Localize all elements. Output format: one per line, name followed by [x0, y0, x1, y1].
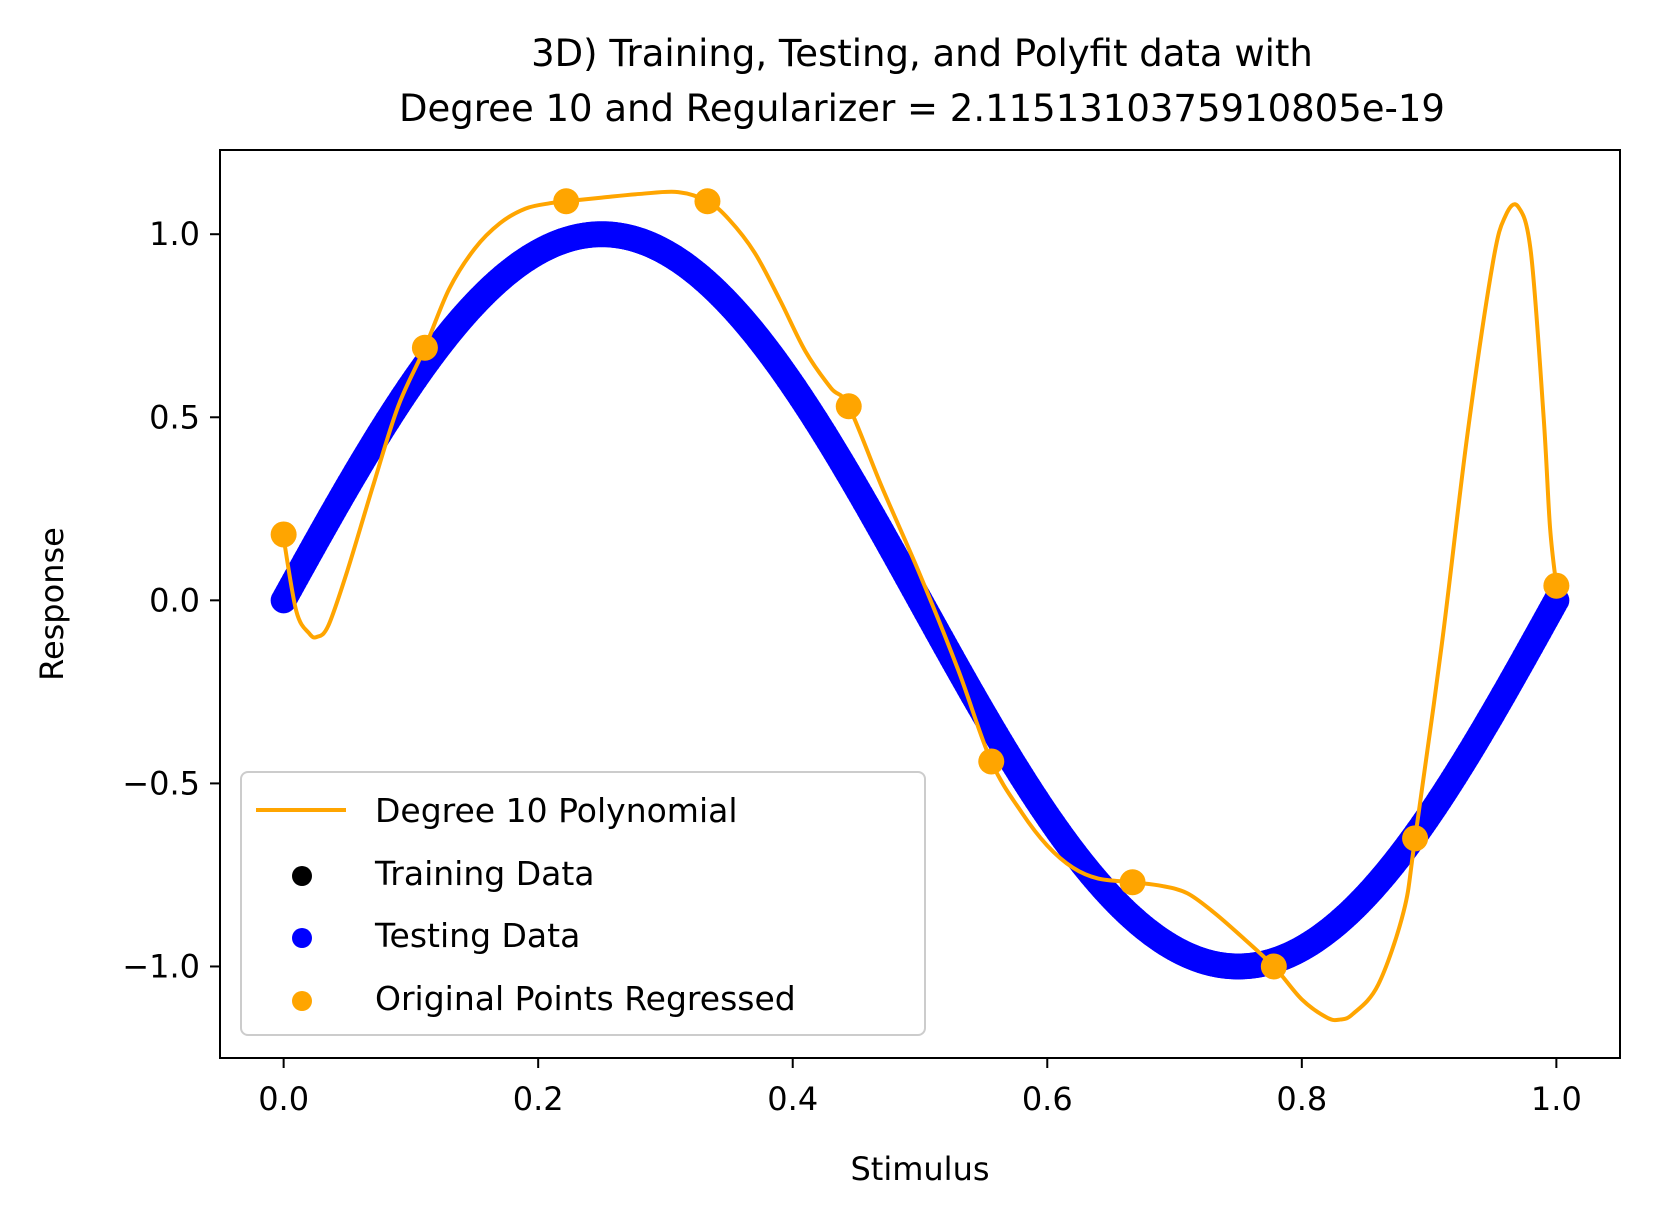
legend-original-marker — [292, 991, 312, 1011]
original-point — [1119, 869, 1146, 896]
x-tick-label: 0.0 — [258, 1080, 309, 1118]
legend-training-marker — [292, 866, 312, 886]
chart-title-line2: Degree 10 and Regularizer = 2.1151310375… — [399, 87, 1445, 130]
legend-label-testing: Testing Data — [374, 916, 580, 955]
legend-testing-marker — [292, 928, 312, 948]
legend-label-training: Training Data — [374, 854, 595, 893]
polynomial-line — [281, 189, 1559, 1023]
original-point — [835, 393, 862, 420]
x-axis: 0.0 0.2 0.4 0.6 0.8 1.0 — [258, 1058, 1582, 1118]
legend: Degree 10 Polynomial Training Data Testi… — [240, 771, 926, 1036]
legend-label-polynomial: Degree 10 Polynomial — [375, 791, 738, 830]
x-axis-label: Stimulus — [850, 1150, 989, 1188]
original-points-series — [270, 188, 1570, 980]
original-point — [270, 521, 297, 548]
y-tick-label: 1.0 — [149, 215, 200, 253]
plot-area — [270, 188, 1570, 1023]
legend-box — [240, 771, 926, 1036]
original-point — [411, 334, 438, 361]
legend-label-original: Original Points Regressed — [375, 979, 796, 1018]
original-point — [1402, 825, 1429, 852]
y-tick-label: −1.0 — [122, 947, 200, 985]
original-point — [694, 188, 721, 215]
x-tick-label: 0.4 — [767, 1080, 818, 1118]
original-point — [1260, 953, 1287, 980]
testing-data-series — [270, 221, 1570, 980]
x-tick-label: 0.8 — [1276, 1080, 1327, 1118]
chart-title-line1: 3D) Training, Testing, and Polyfit data … — [531, 32, 1313, 75]
y-tick-label: 0.0 — [149, 581, 200, 619]
original-point — [553, 188, 580, 215]
x-tick-label: 1.0 — [1531, 1080, 1582, 1118]
y-tick-label: 0.5 — [149, 398, 200, 436]
original-point — [1543, 572, 1570, 599]
axes-frame — [219, 149, 1621, 1059]
original-point — [978, 748, 1005, 775]
x-tick-label: 0.6 — [1022, 1080, 1073, 1118]
x-tick-label: 0.2 — [513, 1080, 564, 1118]
y-axis-label: Response — [33, 527, 71, 681]
y-axis: −1.0 −0.5 0.0 0.5 1.0 — [122, 215, 220, 985]
y-tick-label: −0.5 — [122, 764, 200, 802]
